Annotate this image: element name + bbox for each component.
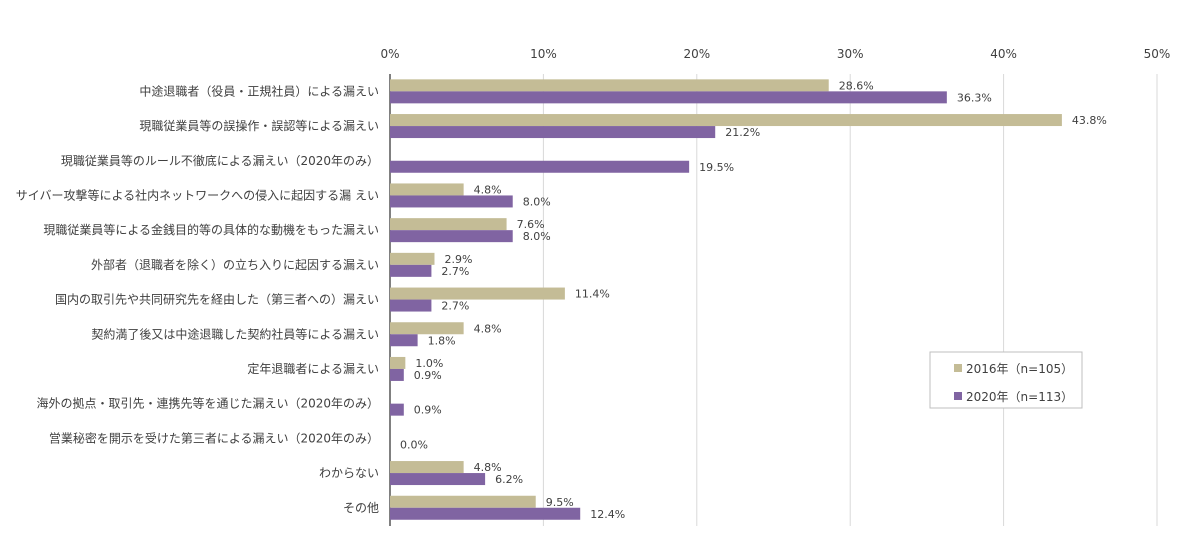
bar-2020: [390, 91, 947, 104]
bar-2016: [390, 79, 829, 92]
data-label: 11.4%: [575, 288, 610, 301]
data-label: 9.5%: [546, 496, 574, 509]
data-label: 0.9%: [414, 369, 442, 382]
data-label: 2.7%: [441, 265, 469, 278]
bar-2016: [390, 461, 464, 474]
category-label: 定年退職者による漏えい: [247, 361, 379, 376]
data-label: 4.8%: [474, 322, 502, 335]
category-label: 営業秘密を開示を受けた第三者による漏えい（2020年のみ）: [49, 430, 379, 445]
legend-swatch-2020: [954, 392, 962, 400]
legend-label-2020: 2020年（n=113）: [966, 390, 1073, 404]
data-label: 19.5%: [699, 161, 734, 174]
data-label: 28.6%: [839, 79, 874, 92]
data-label: 21.2%: [725, 126, 760, 139]
x-tick-label: 20%: [683, 47, 710, 61]
category-label: 海外の拠点・取引先・連携先等を通じた漏えい（2020年のみ）: [36, 396, 379, 411]
x-tick-label: 40%: [990, 47, 1017, 61]
category-label: わからない: [319, 466, 379, 480]
category-label: 現職従業員等のルール不徹底による漏えい（2020年のみ）: [61, 153, 379, 168]
data-label: 36.3%: [957, 91, 992, 104]
bar-2020: [390, 507, 581, 520]
category-label: 現職従業員等による金銭目的等の具体的な動機をもった漏えい: [43, 222, 379, 237]
data-label: 4.8%: [474, 183, 502, 196]
bar-2016: [390, 495, 536, 508]
legend-swatch-2016: [954, 364, 962, 372]
bar-2016: [390, 183, 464, 196]
bar-2020: [390, 368, 404, 381]
data-label: 0.9%: [414, 404, 442, 417]
bar-2016: [390, 252, 435, 265]
category-label: 外部者（退職者を除く）の立ち入りに起因する漏えい: [91, 257, 379, 272]
data-label: 6.2%: [495, 473, 523, 486]
bar-2020: [390, 473, 486, 486]
bar-2016: [390, 356, 406, 369]
bar-2020: [390, 299, 432, 312]
bar-2020: [390, 264, 432, 277]
bar-2020: [390, 195, 513, 208]
bar-2020: [390, 334, 418, 347]
x-tick-label: 30%: [837, 47, 864, 61]
category-label: 契約満了後又は中途退職した契約社員等による漏えい: [91, 326, 379, 341]
data-label: 2.9%: [444, 253, 472, 266]
x-tick-label: 50%: [1144, 47, 1171, 61]
bar-2016: [390, 114, 1062, 127]
x-axis-ticks: 0% 10% 20% 30% 40% 50%: [380, 47, 1170, 61]
data-label: 0.0%: [400, 438, 428, 451]
data-label: 1.8%: [428, 334, 456, 347]
legend: 2016年（n=105） 2020年（n=113）: [929, 351, 1083, 409]
bar-2016: [390, 287, 565, 300]
bar-2016: [390, 322, 464, 335]
data-label: 1.0%: [415, 357, 443, 370]
category-label: サイバー攻撃等による社内ネットワークへの侵入に起因する漏 えい: [16, 187, 379, 202]
gridlines: [389, 74, 1158, 526]
data-label: 43.8%: [1072, 114, 1107, 127]
legend-label-2016: 2016年（n=105）: [966, 362, 1073, 376]
data-label: 8.0%: [523, 230, 551, 243]
bars: 28.6%36.3%43.8%21.2%19.5%4.8%8.0%7.6%8.0…: [390, 79, 1107, 521]
category-label: その他: [343, 501, 379, 515]
category-label: 国内の取引先や共同研究先を経由した（第三者への）漏えい: [55, 292, 379, 307]
data-label: 2.7%: [441, 300, 469, 313]
data-label: 12.4%: [590, 508, 625, 521]
data-label: 8.0%: [523, 195, 551, 208]
bar-2020: [390, 230, 513, 243]
category-labels: 中途退職者（役員・正規社員）による漏えい現職従業員等の誤操作・誤認等による漏えい…: [16, 83, 379, 514]
data-label: 4.8%: [474, 461, 502, 474]
x-tick-label: 0%: [380, 47, 399, 61]
bar-2020: [390, 126, 716, 139]
category-label: 中途退職者（役員・正規社員）による漏えい: [139, 83, 379, 98]
category-label: 現職従業員等の誤操作・誤認等による漏えい: [139, 118, 379, 133]
x-tick-label: 10%: [530, 47, 557, 61]
data-label: 7.6%: [517, 218, 545, 231]
bar-2016: [390, 218, 507, 231]
bar-2020: [390, 160, 690, 173]
bar-2020: [390, 403, 404, 416]
